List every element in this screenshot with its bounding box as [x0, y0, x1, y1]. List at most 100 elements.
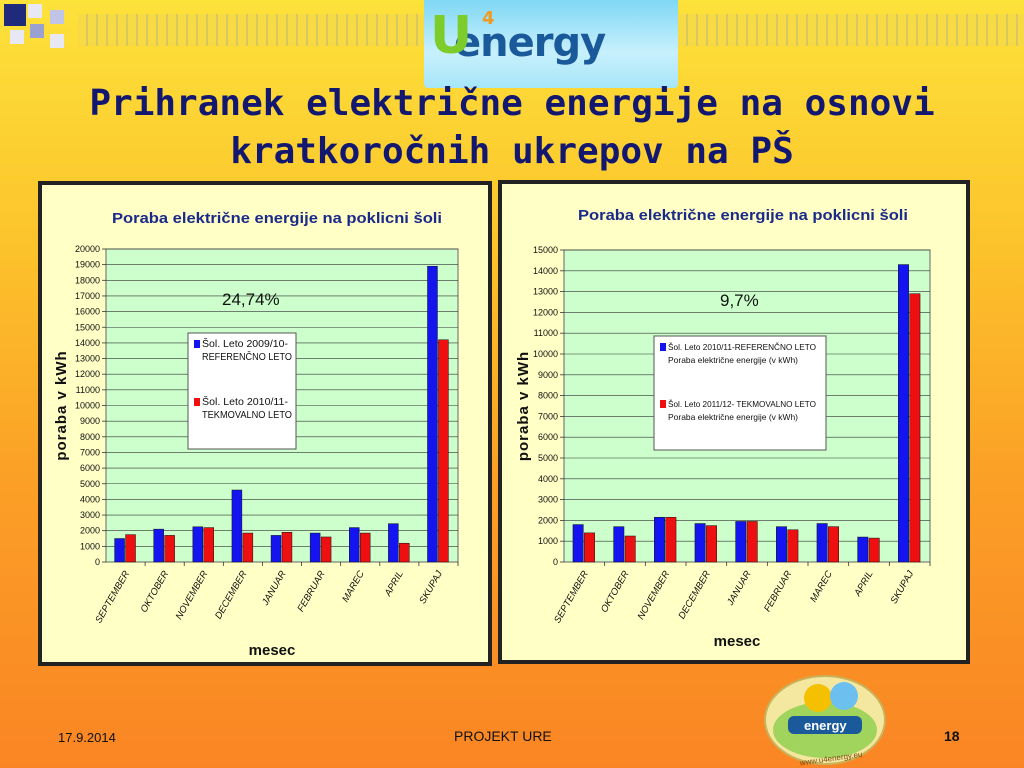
bar-reference-september: [114, 538, 125, 563]
page-number: 18: [944, 728, 960, 744]
logo-text: energy: [454, 20, 606, 66]
bar-test-skupaj: [909, 293, 921, 563]
y-tick-label: 20000: [75, 244, 100, 254]
y-tick-label: 10000: [75, 401, 100, 411]
y-tick-label: 5000: [80, 479, 100, 489]
bar-test-oktober: [624, 535, 636, 563]
x-category-label: SKUPAJ: [417, 569, 445, 606]
x-category-label: FEBRUAR: [295, 569, 327, 614]
bar-test-december: [706, 525, 717, 563]
y-tick-label: 9000: [80, 416, 100, 426]
x-category-label: FEBRUAR: [762, 569, 794, 614]
bar-reference-februar: [776, 526, 787, 563]
y-tick-label: 10000: [533, 349, 558, 359]
y-tick-label: 11000: [534, 328, 558, 338]
chart-left: Poraba električne energije na poklicni š…: [38, 181, 492, 666]
y-tick-label: 8000: [538, 391, 558, 401]
y-tick-label: 4000: [80, 494, 100, 504]
legend-swatch-reference: [660, 343, 666, 351]
y-tick-label: 14000: [75, 338, 100, 348]
y-tick-label: 15000: [533, 245, 558, 255]
x-axis-label: mesec: [249, 642, 296, 659]
x-category-label: MAREC: [808, 569, 835, 604]
bar-reference-december: [694, 523, 706, 563]
x-category-label: NOVEMBER: [636, 569, 673, 622]
bar-reference-oktober: [613, 526, 625, 563]
bar-reference-februar: [309, 532, 321, 563]
legend-swatch-reference: [194, 340, 200, 348]
y-tick-label: 16000: [75, 307, 100, 317]
y-tick-label: 12000: [75, 369, 100, 379]
y-tick-label: 2000: [80, 526, 100, 536]
y-tick-label: 6000: [80, 463, 100, 473]
x-category-label: DECEMBER: [676, 569, 713, 621]
x-category-label: SKUPAJ: [889, 569, 917, 606]
x-category-label: MAREC: [340, 569, 367, 604]
chart-left-svg: Poraba električne energije na poklicni š…: [53, 210, 459, 659]
bar-test-februar: [787, 529, 799, 563]
title-line-1: Prihranek električne energije na osnovi: [89, 83, 935, 124]
slide-title: Prihranek električne energije na osnovi …: [0, 80, 1024, 176]
x-category-label: OKTOBER: [599, 569, 632, 615]
bar-test-skupaj: [438, 339, 449, 563]
title-line-2: kratkoročnih ukrepov na PŠ: [230, 131, 794, 172]
legend-label: Šol. Leto 2010/11-REFERENČNO LETO: [668, 342, 816, 352]
y-tick-label: 5000: [538, 453, 558, 463]
y-tick-label: 19000: [75, 260, 100, 270]
x-category-label: DECEMBER: [213, 569, 250, 621]
bar-test-september: [584, 532, 595, 563]
legend-swatch-test: [194, 398, 200, 406]
u4energy-logo: U 4 energy: [424, 0, 678, 88]
x-category-label: SEPTEMBER: [93, 569, 132, 625]
bar-test-januar: [281, 532, 293, 563]
y-tick-label: 8000: [80, 432, 100, 442]
y-tick-label: 0: [95, 557, 100, 567]
bar-test-november: [203, 527, 214, 563]
footer-date: 17.9.2014: [58, 730, 116, 745]
chart-title: Poraba električne energije na poklicni š…: [578, 207, 908, 224]
corner-decoration: [0, 0, 80, 60]
y-tick-label: 12000: [533, 307, 558, 317]
top-stripe-right: [678, 14, 1024, 46]
legend-swatch-test: [660, 400, 666, 408]
bar-reference-december: [231, 489, 243, 563]
bar-reference-skupaj: [427, 265, 438, 563]
y-tick-label: 1000: [80, 541, 100, 551]
bar-test-december: [242, 532, 254, 563]
x-axis-label: mesec: [714, 633, 761, 650]
bar-test-februar: [320, 536, 332, 563]
bar-test-marec: [359, 532, 371, 563]
u4energy-badge-logo: energy www.u4energy.eu: [764, 675, 886, 768]
top-stripe: [78, 14, 424, 46]
bar-reference-november: [192, 526, 204, 563]
y-tick-label: 14000: [533, 266, 558, 276]
bar-test-september: [125, 534, 136, 563]
x-category-label: SEPTEMBER: [552, 569, 591, 625]
bar-reference-januar: [735, 521, 747, 563]
y-tick-label: 9000: [538, 370, 558, 380]
y-tick-label: 18000: [75, 275, 100, 285]
legend-label: Šol. Leto 2009/10-: [202, 337, 288, 350]
bar-reference-marec: [816, 523, 828, 563]
bar-test-april: [868, 537, 880, 563]
savings-annotation: 24,74%: [222, 290, 280, 309]
bar-reference-januar: [270, 535, 282, 563]
bar-reference-november: [654, 517, 665, 563]
legend-box: [187, 332, 297, 450]
y-tick-label: 6000: [538, 432, 558, 442]
bar-test-januar: [746, 521, 758, 563]
bar-test-april: [399, 542, 410, 563]
x-category-label: OKTOBER: [139, 569, 172, 615]
bar-reference-april: [857, 536, 869, 563]
bar-reference-oktober: [153, 528, 164, 563]
x-category-label: APRIL: [382, 569, 406, 599]
bar-test-november: [665, 517, 677, 563]
x-category-label: JANUAR: [260, 569, 289, 608]
x-category-label: NOVEMBER: [174, 569, 211, 622]
legend-label: TEKMOVALNO LETO: [202, 410, 292, 421]
y-tick-label: 17000: [75, 291, 100, 301]
x-category-label: JANUAR: [725, 569, 754, 608]
footer-project: PROJEKT URE: [454, 728, 552, 744]
y-tick-label: 7000: [80, 447, 100, 457]
chart-right: Poraba električne energije na poklicni š…: [498, 180, 970, 664]
